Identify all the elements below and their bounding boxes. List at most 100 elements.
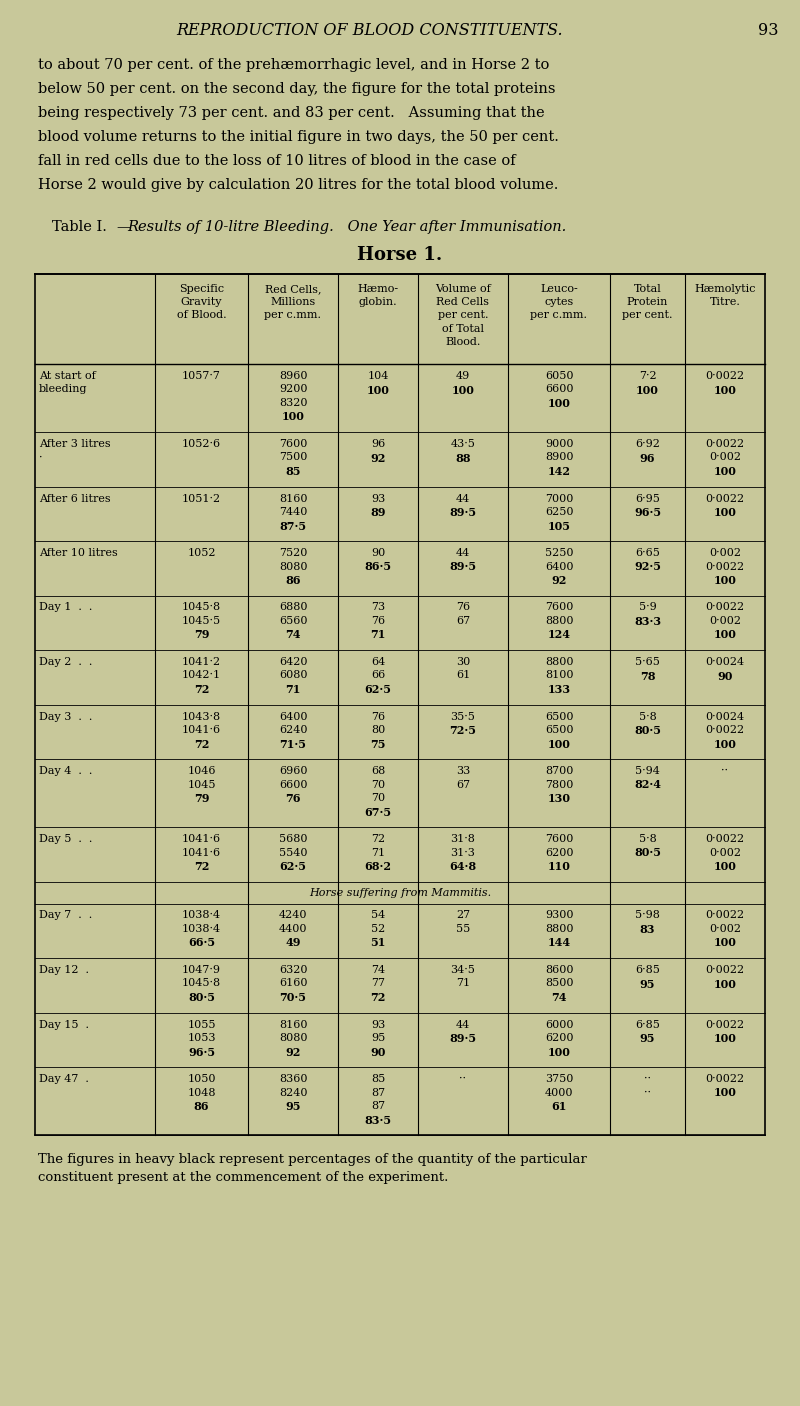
Text: 93: 93: [371, 494, 385, 503]
Text: After 10 litres: After 10 litres: [39, 548, 118, 558]
Text: 6320: 6320: [278, 965, 307, 974]
Text: 7600: 7600: [545, 834, 573, 844]
Text: 89: 89: [370, 508, 386, 517]
Text: 96·5: 96·5: [634, 508, 661, 517]
Text: ··: ··: [722, 766, 729, 776]
Text: 1052·6: 1052·6: [182, 439, 221, 449]
Text: Horse 1.: Horse 1.: [358, 246, 442, 264]
Text: 6·92: 6·92: [635, 439, 660, 449]
Text: 44: 44: [456, 548, 470, 558]
Text: 85: 85: [286, 465, 301, 477]
Text: Results of 10-litre Bleeding.   One Year after Immunisation.: Results of 10-litre Bleeding. One Year a…: [127, 219, 566, 233]
Text: Day 7  .  .: Day 7 . .: [39, 911, 92, 921]
Text: 100: 100: [714, 738, 737, 749]
Text: 100: 100: [547, 398, 570, 409]
Text: 61: 61: [456, 671, 470, 681]
Text: 4240: 4240: [278, 911, 307, 921]
Text: 93: 93: [371, 1019, 385, 1029]
Text: 0·002: 0·002: [709, 548, 741, 558]
Text: 5250: 5250: [545, 548, 574, 558]
Text: Volume of
Red Cells
per cent.
of Total
Blood.: Volume of Red Cells per cent. of Total B…: [435, 284, 491, 347]
Text: 8500: 8500: [545, 979, 574, 988]
Text: being respectively 73 per cent. and 83 per cent.   Assuming that the: being respectively 73 per cent. and 83 p…: [38, 105, 545, 120]
Text: 1038·4: 1038·4: [182, 911, 221, 921]
Text: ·: ·: [39, 453, 42, 463]
Text: 4000: 4000: [545, 1087, 574, 1098]
Text: 76: 76: [456, 603, 470, 613]
Text: 49: 49: [286, 938, 301, 949]
Text: 71: 71: [456, 979, 470, 988]
Text: 6880: 6880: [278, 603, 307, 613]
Text: 124: 124: [547, 630, 570, 641]
Text: 5540: 5540: [278, 848, 307, 858]
Text: 1041·6: 1041·6: [182, 848, 221, 858]
Text: 43·5: 43·5: [450, 439, 475, 449]
Text: 8160: 8160: [278, 1019, 307, 1029]
Text: 55: 55: [456, 924, 470, 934]
Text: 79: 79: [194, 793, 210, 804]
Text: 54: 54: [371, 911, 385, 921]
Text: 1045: 1045: [187, 779, 216, 790]
Text: 6·85: 6·85: [635, 965, 660, 974]
Text: 64: 64: [371, 657, 385, 666]
Text: Red Cells,
Millions
per c.mm.: Red Cells, Millions per c.mm.: [265, 284, 322, 321]
Text: 6160: 6160: [278, 979, 307, 988]
Text: 35·5: 35·5: [450, 711, 475, 721]
Text: 74: 74: [371, 965, 385, 974]
Text: 100: 100: [714, 465, 737, 477]
Text: 6200: 6200: [545, 1033, 574, 1043]
Text: 74: 74: [551, 993, 566, 1002]
Text: 68: 68: [371, 766, 385, 776]
Text: 72: 72: [371, 834, 385, 844]
Text: 89·5: 89·5: [450, 508, 477, 517]
Text: 74: 74: [286, 630, 301, 641]
Text: 100: 100: [451, 384, 474, 395]
Text: 83: 83: [640, 924, 655, 935]
Text: 6600: 6600: [545, 384, 574, 395]
Text: 95: 95: [640, 979, 655, 990]
Text: 100: 100: [714, 938, 737, 949]
Text: 6080: 6080: [278, 671, 307, 681]
Text: 100: 100: [714, 508, 737, 517]
Text: 1051·2: 1051·2: [182, 494, 221, 503]
Text: 6400: 6400: [545, 561, 574, 571]
Text: 9200: 9200: [278, 384, 307, 395]
Text: 44: 44: [456, 1019, 470, 1029]
Text: 100: 100: [714, 1087, 737, 1098]
Text: 100: 100: [714, 1033, 737, 1045]
Text: 89·5: 89·5: [450, 561, 477, 572]
Text: 96·5: 96·5: [188, 1046, 215, 1057]
Text: 92: 92: [370, 453, 386, 464]
Text: to about 70 per cent. of the prehæmorrhagic level, and in Horse 2 to: to about 70 per cent. of the prehæmorrha…: [38, 58, 550, 72]
Text: 8080: 8080: [278, 561, 307, 571]
Text: 0·0024: 0·0024: [706, 657, 745, 666]
Text: 80·5: 80·5: [188, 993, 215, 1002]
Text: 1055: 1055: [187, 1019, 216, 1029]
Text: 100: 100: [547, 738, 570, 749]
Text: 8600: 8600: [545, 965, 574, 974]
Text: 95: 95: [286, 1101, 301, 1112]
Text: 7520: 7520: [279, 548, 307, 558]
Text: 0·0022: 0·0022: [706, 371, 745, 381]
Text: 86: 86: [286, 575, 301, 586]
Text: Horse 2 would give by calculation 20 litres for the total blood volume.: Horse 2 would give by calculation 20 lit…: [38, 179, 558, 193]
Text: 9300: 9300: [545, 911, 574, 921]
Text: 6000: 6000: [545, 1019, 574, 1029]
Text: 8100: 8100: [545, 671, 574, 681]
Text: 96: 96: [371, 439, 385, 449]
Text: 8800: 8800: [545, 616, 574, 626]
Text: 8240: 8240: [278, 1087, 307, 1098]
Text: 67: 67: [456, 779, 470, 790]
Text: Day 1  .  .: Day 1 . .: [39, 603, 92, 613]
Text: 76: 76: [286, 793, 301, 804]
Text: 0·0022: 0·0022: [706, 439, 745, 449]
Text: 6500: 6500: [545, 725, 574, 735]
Text: 1048: 1048: [187, 1087, 216, 1098]
Text: 8800: 8800: [545, 657, 574, 666]
Text: 1045·8: 1045·8: [182, 603, 221, 613]
Text: 104: 104: [367, 371, 389, 381]
Text: 6200: 6200: [545, 848, 574, 858]
Text: 5·8: 5·8: [638, 711, 656, 721]
Text: 0·0022: 0·0022: [706, 911, 745, 921]
Text: 1057·7: 1057·7: [182, 371, 221, 381]
